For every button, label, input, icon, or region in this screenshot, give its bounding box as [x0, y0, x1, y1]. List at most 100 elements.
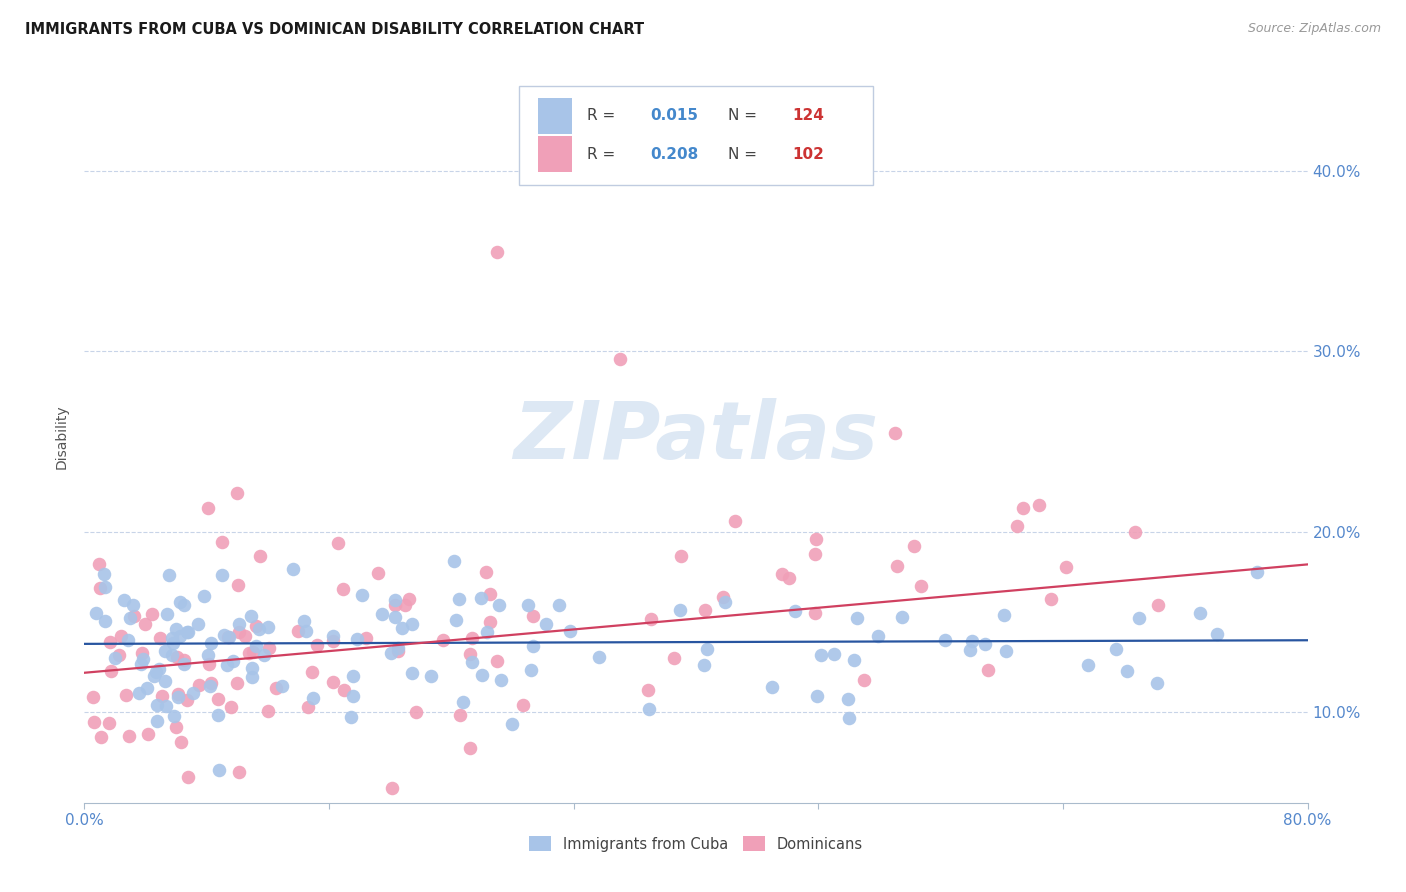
Text: IMMIGRANTS FROM CUBA VS DOMINICAN DISABILITY CORRELATION CHART: IMMIGRANTS FROM CUBA VS DOMINICAN DISABI…: [25, 22, 644, 37]
Point: [121, 599, 143, 613]
Point: [977, 663, 1000, 677]
Point: [131, 652, 153, 666]
Point: [501, 717, 523, 731]
Text: 0.208: 0.208: [651, 146, 699, 161]
Point: [90, 730, 112, 744]
Point: [1077, 658, 1099, 673]
Point: [153, 673, 176, 688]
Point: [711, 590, 734, 604]
Point: [387, 644, 409, 658]
Point: [384, 598, 406, 612]
Point: [247, 622, 270, 636]
Point: [696, 642, 718, 657]
Point: [398, 592, 420, 607]
Point: [974, 637, 997, 651]
Point: [98, 635, 121, 649]
Point: [86, 606, 108, 620]
Point: [352, 588, 374, 602]
Point: [479, 587, 502, 601]
Point: [669, 549, 692, 564]
Point: [1012, 500, 1035, 515]
Point: [886, 559, 908, 574]
Bar: [538, 98, 572, 134]
Point: [934, 633, 956, 648]
Point: [333, 683, 356, 698]
Point: [1146, 675, 1168, 690]
Point: [637, 702, 659, 716]
Point: [89, 581, 111, 595]
Point: [207, 707, 229, 722]
Point: [1128, 611, 1150, 625]
Point: [176, 624, 198, 639]
Point: [995, 644, 1018, 658]
FancyBboxPatch shape: [519, 86, 873, 185]
Point: [806, 689, 828, 703]
Point: [162, 636, 184, 650]
Point: [1040, 592, 1063, 607]
Point: [512, 698, 534, 713]
Point: [1147, 598, 1170, 612]
Point: [838, 711, 860, 725]
Point: [283, 562, 305, 576]
Text: 102: 102: [793, 146, 824, 161]
Point: [332, 582, 354, 596]
Point: [156, 607, 179, 621]
Point: [486, 654, 509, 668]
Point: [271, 679, 294, 693]
Point: [221, 699, 243, 714]
Point: [588, 650, 610, 665]
Point: [187, 617, 209, 632]
Point: [322, 629, 344, 643]
Bar: [538, 136, 572, 171]
Point: [112, 593, 135, 607]
Point: [256, 704, 278, 718]
Point: [959, 643, 981, 657]
Point: [222, 654, 245, 668]
Point: [810, 648, 832, 662]
Point: [1028, 498, 1050, 512]
Point: [475, 565, 498, 579]
Point: [233, 629, 256, 643]
Point: [846, 611, 869, 625]
Point: [253, 648, 276, 662]
Point: [157, 568, 180, 582]
Point: [910, 579, 932, 593]
Point: [1246, 565, 1268, 579]
Point: [837, 692, 859, 706]
Point: [778, 571, 800, 585]
Point: [240, 670, 263, 684]
Point: [141, 607, 163, 621]
Point: [903, 539, 925, 553]
Point: [118, 611, 141, 625]
Text: R =: R =: [588, 109, 620, 123]
Point: [380, 647, 402, 661]
Point: [662, 650, 685, 665]
Point: [346, 632, 368, 646]
Point: [242, 644, 264, 658]
Point: [342, 668, 364, 682]
Point: [883, 425, 905, 440]
Point: [148, 662, 170, 676]
Point: [432, 632, 454, 647]
Point: [249, 549, 271, 564]
Point: [693, 658, 716, 673]
Point: [160, 648, 183, 662]
Point: [294, 624, 316, 639]
Point: [960, 633, 983, 648]
Point: [534, 616, 557, 631]
Point: [770, 566, 793, 581]
Point: [200, 635, 222, 649]
Point: [134, 617, 156, 632]
Point: [1054, 560, 1077, 574]
Point: [228, 624, 250, 639]
Point: [93, 567, 115, 582]
Text: 0.015: 0.015: [651, 109, 699, 123]
Point: [491, 673, 513, 688]
Point: [420, 668, 443, 682]
Point: [100, 664, 122, 678]
Point: [328, 536, 350, 550]
Point: [228, 578, 250, 592]
Point: [488, 598, 510, 612]
Point: [153, 644, 176, 658]
Point: [110, 629, 132, 643]
